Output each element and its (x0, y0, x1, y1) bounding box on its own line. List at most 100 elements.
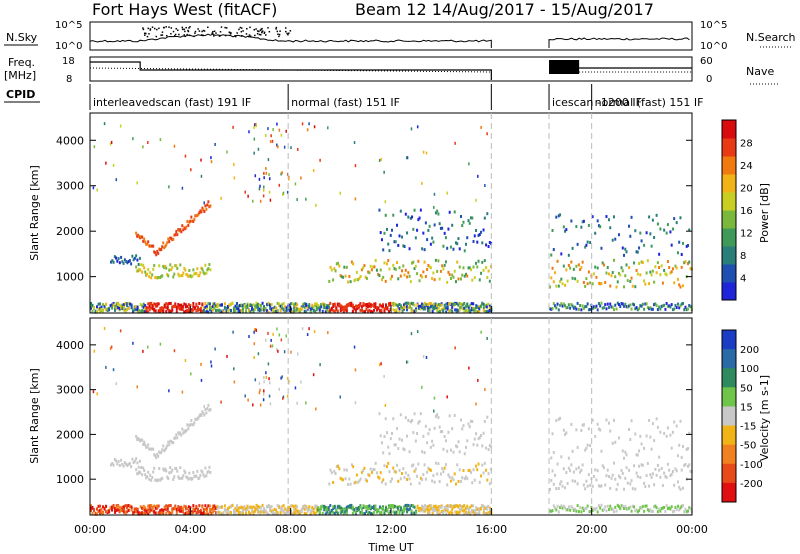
velocity-cell (421, 508, 424, 512)
velocity-cell (643, 509, 646, 513)
power-cell (418, 304, 421, 308)
power-cell (190, 168, 192, 172)
power-cell (196, 308, 199, 312)
velocity-cell (138, 459, 141, 463)
power-cell (345, 303, 348, 307)
velocity-cell (351, 507, 354, 511)
power-cell (147, 240, 150, 244)
velocity-cell (438, 480, 441, 484)
velocity-cell (253, 356, 255, 360)
power-cell (396, 223, 399, 227)
velocity-cell (589, 444, 592, 448)
power-cell (280, 133, 283, 137)
power-cell (451, 223, 454, 227)
velocity-cell (481, 504, 484, 508)
power-cell (202, 270, 205, 274)
power-cell (99, 302, 102, 306)
power-cell (111, 303, 114, 307)
velocity-cell (148, 447, 151, 451)
power-cell (99, 306, 102, 310)
velocity-cell (338, 467, 341, 471)
power-cell (129, 302, 132, 306)
velocity-cell (140, 466, 143, 470)
power-cell (451, 305, 454, 309)
velocity-cell (552, 451, 555, 455)
velocity-cell (436, 413, 439, 417)
velocity-cell (328, 482, 331, 486)
power-cell (341, 308, 344, 312)
velocity-cell (327, 512, 330, 516)
velocity-cell (313, 330, 316, 334)
power-cell (161, 274, 164, 278)
nsky-dot (285, 30, 287, 33)
power-cell (339, 307, 342, 311)
velocity-cell (175, 467, 178, 471)
power-cell (488, 279, 491, 283)
colorbar-swatch (722, 406, 736, 427)
power-cell (579, 304, 582, 308)
power-cell (131, 254, 134, 258)
power-cell (392, 304, 395, 308)
velocity-cell (591, 508, 594, 512)
velocity-cell (653, 483, 656, 487)
nsky-dot (143, 32, 146, 35)
power-cell (204, 263, 207, 267)
power-cell (436, 209, 439, 213)
velocity-cell (383, 435, 386, 439)
power-cell (154, 276, 157, 280)
power-cell (125, 259, 128, 263)
power-cell (321, 302, 324, 306)
power-cell (451, 273, 454, 277)
power-cell (596, 219, 599, 223)
velocity-cell (354, 368, 357, 372)
nsky-dot (249, 26, 251, 29)
power-cell (447, 227, 450, 231)
velocity-cell (458, 450, 461, 454)
velocity-cell (186, 507, 189, 511)
power-cell (479, 304, 482, 308)
power-cell (400, 306, 403, 310)
power-cell (260, 308, 263, 312)
power-cell (206, 203, 209, 207)
power-cell (472, 265, 475, 269)
velocity-cell (339, 511, 342, 515)
power-cell (649, 306, 652, 310)
power-cell (678, 283, 681, 287)
power-cell (569, 306, 572, 310)
power-cell (110, 260, 113, 264)
power-cell (467, 266, 470, 270)
power-cell (169, 236, 172, 240)
velocity-cell (446, 395, 448, 399)
velocity-cell (380, 480, 383, 484)
velocity-cell (351, 505, 354, 509)
velocity-cell (229, 511, 232, 515)
power-cell (666, 260, 669, 264)
power-cell (207, 310, 210, 314)
power-cell (136, 234, 139, 238)
velocity-cell (296, 505, 299, 509)
velocity-cell (409, 420, 412, 424)
power-cell (572, 267, 575, 271)
velocity-cell (452, 450, 455, 454)
velocity-cell (323, 505, 326, 509)
power-cell (196, 267, 199, 271)
velocity-cell (201, 505, 204, 509)
velocity-cell (117, 459, 120, 463)
power-cell (564, 283, 567, 287)
velocity-cell (138, 438, 141, 442)
velocity-cell (155, 478, 158, 482)
power-cell (478, 309, 481, 313)
power-cell (659, 307, 662, 311)
power-cell (211, 308, 214, 312)
velocity-cell (296, 401, 298, 405)
velocity-cell (348, 505, 351, 509)
colorbar-tick-label: 200 (740, 345, 759, 356)
power-cell (144, 310, 147, 314)
power-cell (383, 261, 386, 265)
velocity-cell (257, 505, 260, 509)
velocity-cell (187, 509, 190, 513)
velocity-cell (180, 505, 183, 509)
power-cell (144, 304, 147, 308)
velocity-cell (163, 468, 166, 472)
velocity-cell (655, 417, 658, 421)
